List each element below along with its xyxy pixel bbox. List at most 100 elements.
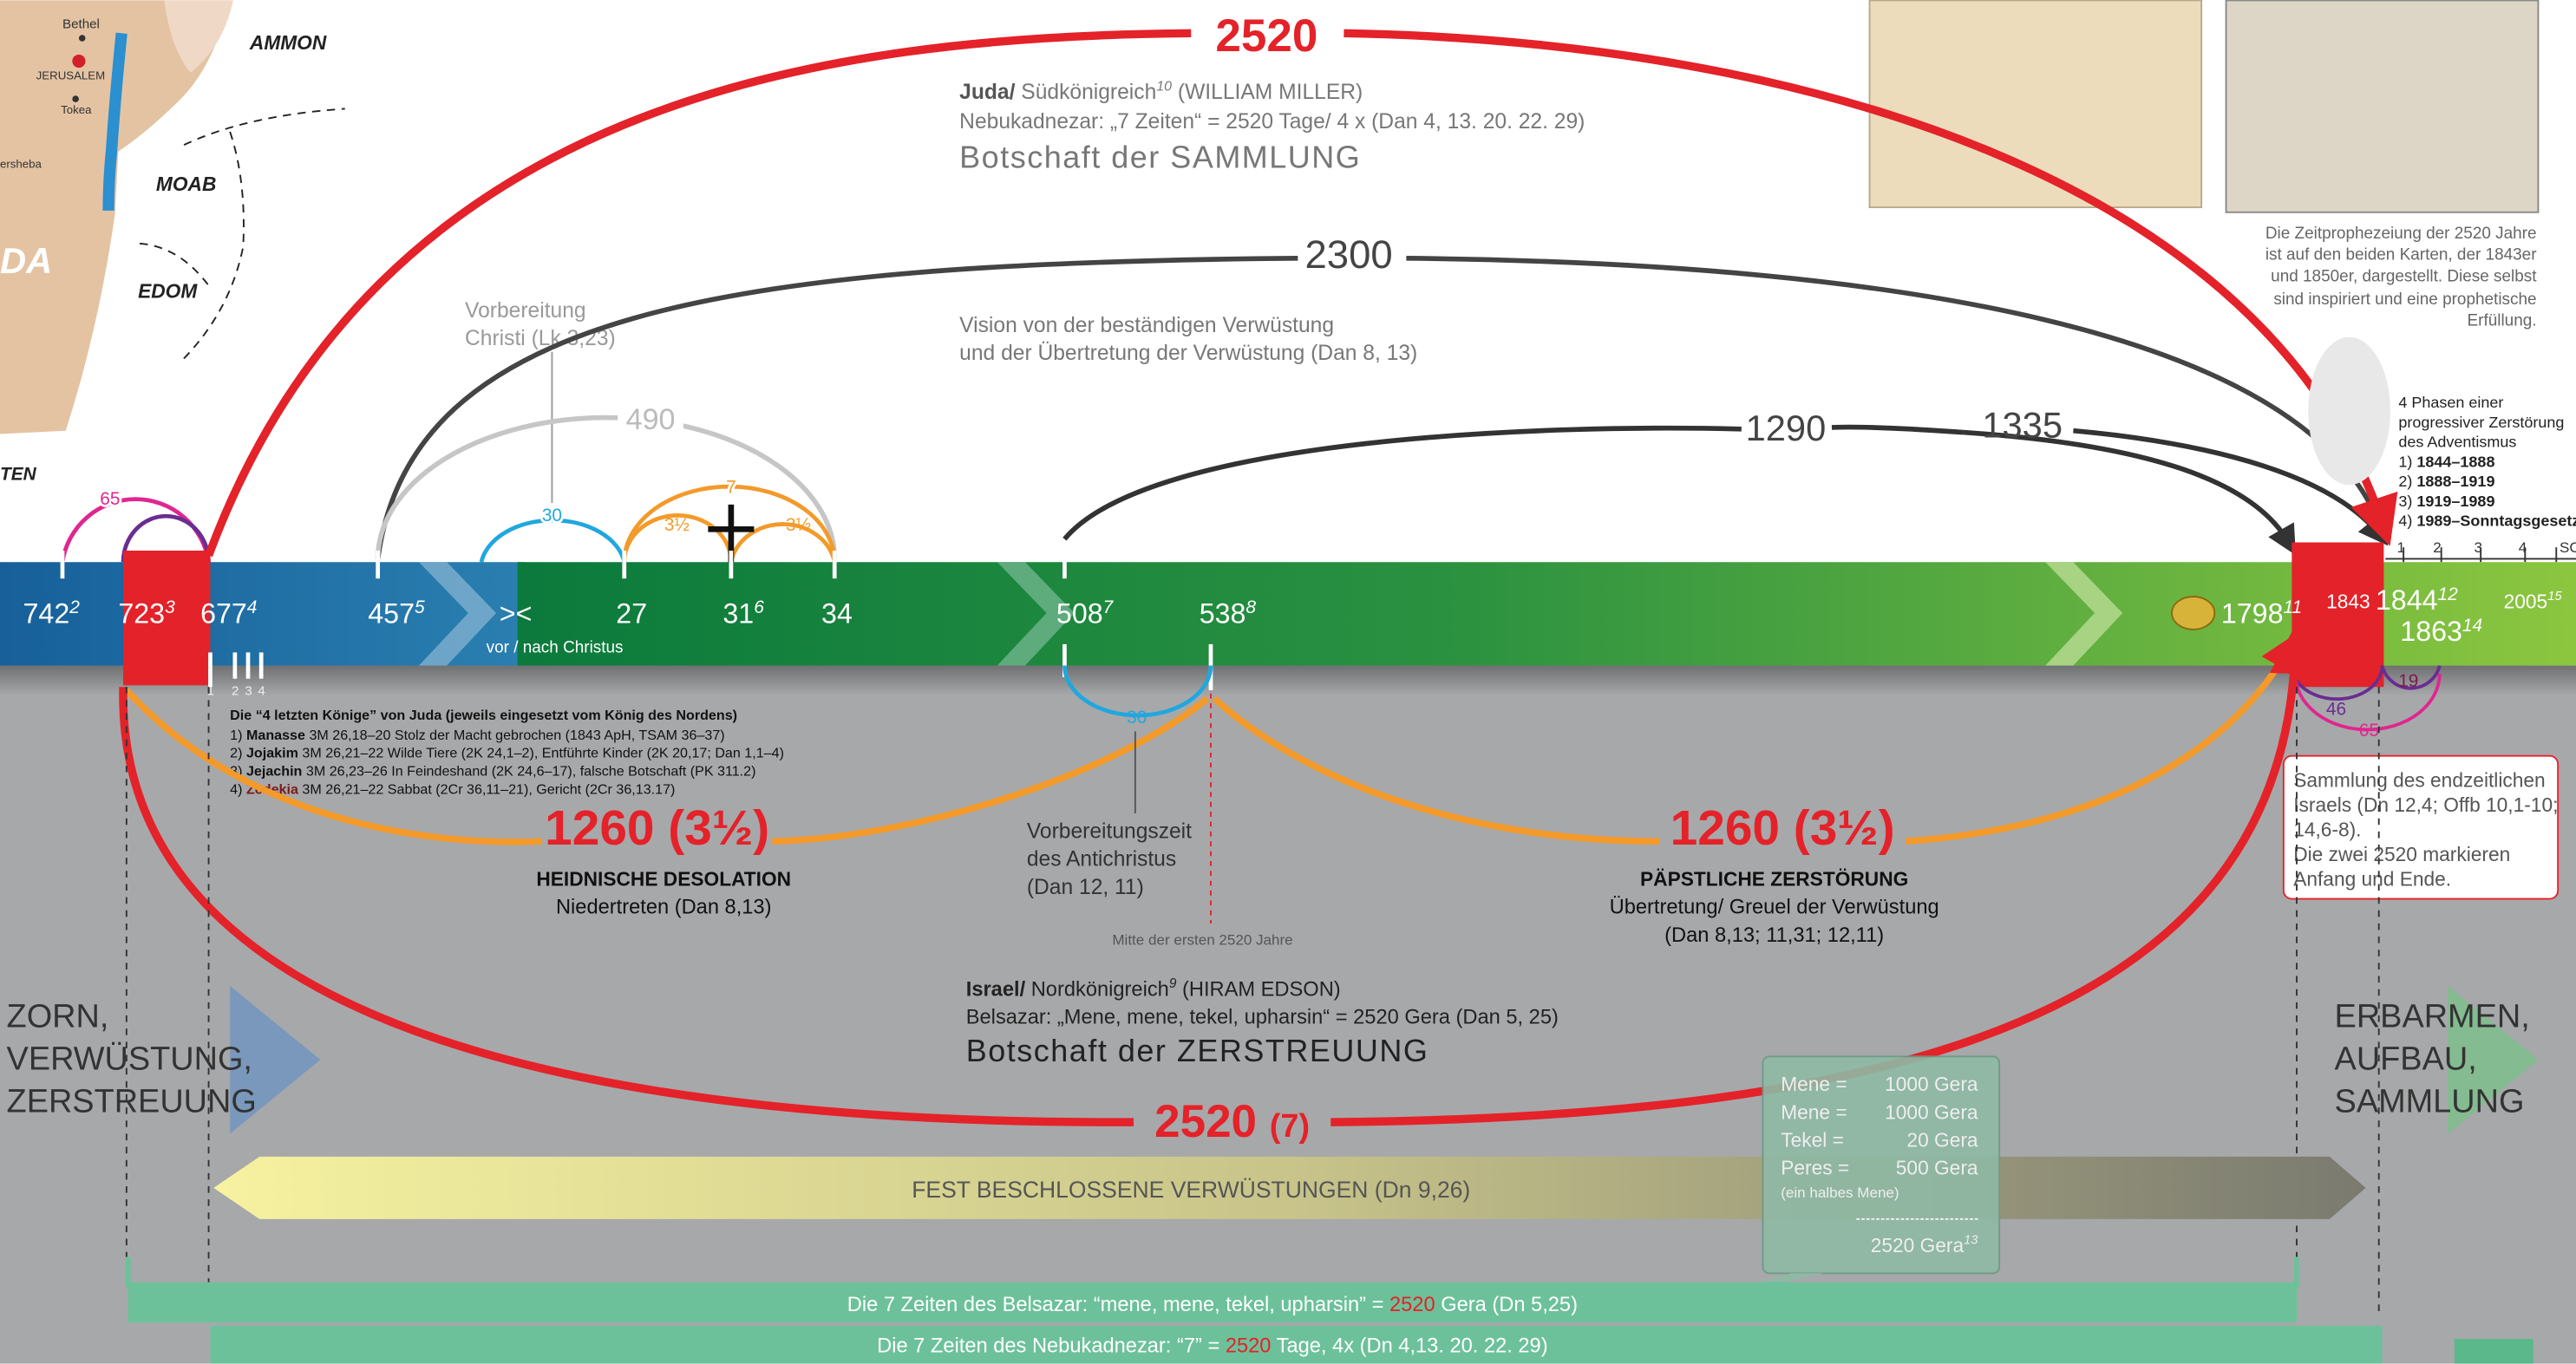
- arc-label: 19: [2398, 671, 2418, 691]
- text: progressiver Zerstörung: [2398, 414, 2564, 431]
- text: 2) 1888–1919: [2398, 473, 2494, 490]
- text: 4: [2519, 539, 2527, 556]
- arc-label: 1260 (3½): [1670, 801, 1895, 856]
- text: 1) 1844–1888: [2398, 453, 2494, 470]
- arc-label: 3½: [786, 515, 811, 535]
- text: 2520: [1154, 1096, 1257, 1147]
- text: 14: [2462, 616, 2482, 636]
- text: 1844–1888: [2416, 453, 2494, 470]
- text: 27: [616, 597, 647, 629]
- text: 2005: [2504, 590, 2548, 612]
- text: 538: [1200, 597, 1246, 629]
- text: 14,6-8).: [2293, 819, 2361, 841]
- text: (7): [1270, 1108, 1310, 1145]
- text: Mene =: [1781, 1073, 1847, 1095]
- arc-label: 7: [726, 478, 736, 498]
- text: Die 7 Zeiten des Belsazar: “mene, mene, …: [847, 1294, 1389, 1316]
- text: 15: [2547, 590, 2562, 604]
- text: 1843: [2326, 590, 2370, 612]
- arc-label: 2300: [1305, 232, 1393, 277]
- text: (HIRAM EDSON): [1176, 978, 1340, 1001]
- phase-tick-labels: 1234SC: [2397, 539, 2576, 556]
- text: 742: [23, 597, 70, 629]
- text: Die “4 letzten Könige” von Juda (jeweils…: [230, 708, 737, 723]
- region: MOAB: [156, 173, 216, 195]
- vision: und der Übertretung der Verwüstung (Dan …: [959, 342, 1417, 365]
- text: 1844: [2376, 584, 2438, 616]
- text: 2: [2433, 539, 2441, 556]
- text: Jojakim: [246, 746, 298, 761]
- text: Jejachin: [246, 763, 302, 779]
- place: Tokea: [61, 103, 92, 116]
- arc-label: 30: [1127, 708, 1147, 728]
- arc-label: 490: [626, 403, 676, 436]
- text: 4 Phasen einer: [2398, 394, 2503, 411]
- israel-text: Belsazar: „Mene, mene, tekel, upharsin“ …: [966, 1006, 1559, 1028]
- text: ist auf den beiden Karten, der 1843er: [2265, 246, 2537, 264]
- text: VERWÜSTUNG,: [7, 1041, 252, 1078]
- arc-label: 1290: [1746, 408, 1827, 448]
- text: Die 7 Zeiten des Nebukadnezar: “7” =: [877, 1335, 1226, 1357]
- text: 10: [1156, 80, 1172, 95]
- text: und 1850er, dargestellt. Diese selbst: [2271, 267, 2537, 285]
- bar-label: Die 7 Zeiten des Nebukadnezar: “7” = 252…: [877, 1335, 1548, 1357]
- text: 4: [247, 597, 258, 617]
- map-picture: [1870, 0, 2202, 207]
- region: TEN: [0, 465, 37, 485]
- text: Tekel =: [1781, 1129, 1844, 1152]
- page: Timeline {"map":{"bethel":"Bethel","jeru…: [0, 0, 2576, 1364]
- text: 677: [200, 597, 247, 629]
- text: 1798: [2221, 597, 2284, 629]
- arc-30: [481, 520, 624, 562]
- label: (Dan 8,13; 11,31; 12,11): [1664, 924, 1884, 947]
- label: Mitte der ersten 2520 Jahre: [1112, 932, 1292, 949]
- text: Vorbereitungszeit: [1027, 819, 1192, 843]
- text: 11: [2283, 597, 2302, 617]
- text: 3) 1919–1989: [2398, 493, 2494, 510]
- text: 1): [230, 728, 242, 743]
- text: 2520 Gera: [1871, 1234, 1965, 1256]
- text: Juda/: [959, 81, 1015, 104]
- label: Niedertreten (Dan 8,13): [556, 897, 772, 919]
- text: Gera (Dn 5,25): [1435, 1294, 1578, 1316]
- text: ERBARMEN,: [2335, 998, 2530, 1034]
- text: 3) Jejachin 3M 26,23–26 In Feindeshand (…: [230, 763, 755, 779]
- text: 3M 26,21–22 Sabbat (2Cr 36,11–21), Geric…: [298, 781, 675, 797]
- text: 3: [2475, 539, 2482, 556]
- text: 2: [232, 684, 239, 699]
- era-label: vor / nach Christus: [487, 638, 624, 656]
- text: 4) 1989–Sonntagsgesetz: [2398, 512, 2576, 530]
- bar-label: FEST BESCHLOSSENE VERWÜSTUNGEN (Dn 9,26): [912, 1177, 1470, 1203]
- body: Bethel JERUSALEM Tokea ersheba AMMON MOA…: [0, 0, 2576, 1364]
- note: Vorbereitung: [465, 299, 586, 323]
- text: (ein halbes Mene): [1781, 1185, 1899, 1201]
- text: 7: [1103, 597, 1115, 617]
- text: Erfüllung.: [2468, 311, 2537, 330]
- arc-label: 46: [2326, 699, 2346, 719]
- text: des Adventismus: [2398, 434, 2516, 451]
- text: 3M 26,18–20 Stolz der Macht gebrochen (1…: [305, 728, 725, 743]
- text: 3: [245, 684, 252, 699]
- text: 34: [821, 597, 853, 629]
- angel: [2308, 337, 2390, 485]
- place: JERUSALEM: [36, 69, 106, 82]
- city-dot: [72, 95, 79, 102]
- text: 508: [1056, 597, 1103, 629]
- text: 31: [722, 597, 754, 629]
- text: (Dan 12, 11): [1027, 876, 1144, 899]
- text: AUFBAU,: [2335, 1041, 2477, 1078]
- text: 1000 Gera: [1885, 1100, 1978, 1123]
- text: 1: [2397, 539, 2405, 556]
- arc-label: 2520: [1215, 10, 1317, 62]
- arc-1290: [1064, 427, 1963, 539]
- text: sind inspiriert und eine prophetische: [2273, 290, 2536, 309]
- bar-label: Die 7 Zeiten des Belsazar: “mene, mene, …: [847, 1294, 1578, 1316]
- text: 1863: [2400, 616, 2462, 647]
- vision: Vision von der beständigen Verwüstung: [959, 314, 1334, 337]
- text: 12: [2438, 584, 2459, 604]
- text: 6: [754, 597, 764, 617]
- text: Südkönigreich: [1015, 81, 1156, 104]
- text: 1) Manasse 3M 26,18–20 Stolz der Macht g…: [230, 728, 725, 743]
- text: 1000 Gera: [1885, 1073, 1978, 1095]
- text: 4) Zedekia 3M 26,21–22 Sabbat (2Cr 36,11…: [230, 781, 675, 797]
